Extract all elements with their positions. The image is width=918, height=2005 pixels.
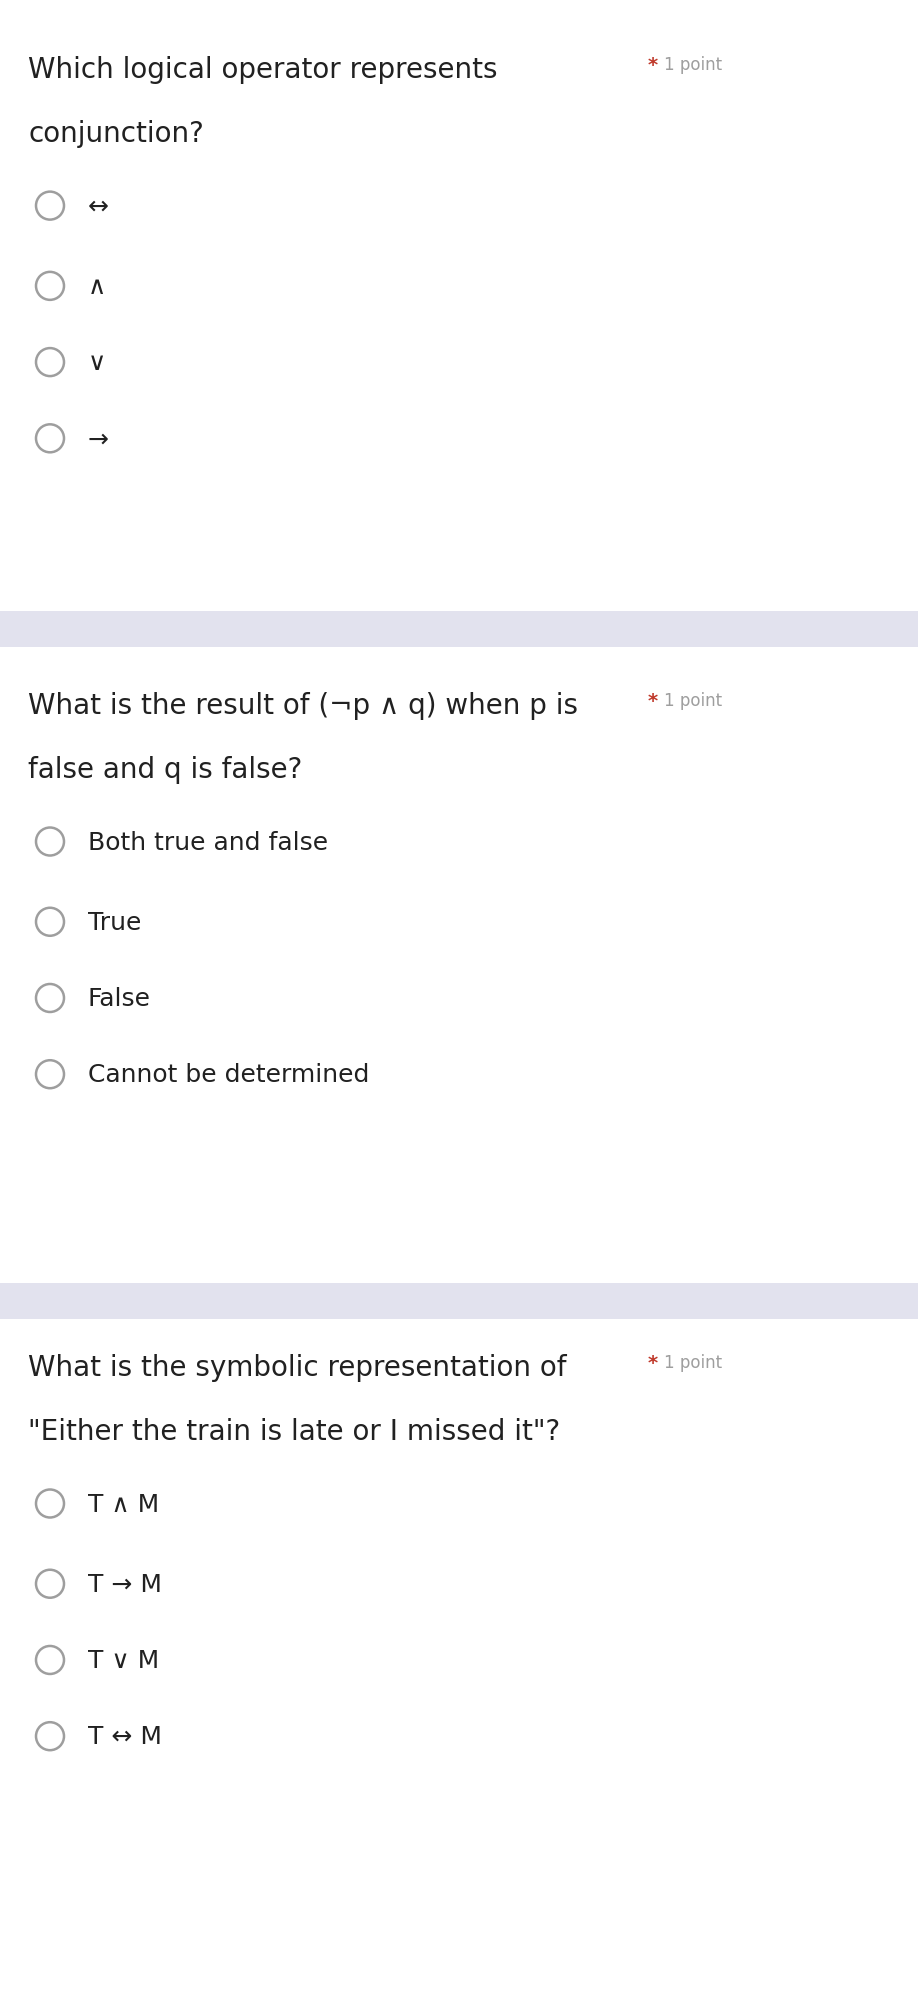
Text: T ↔ M: T ↔ M — [88, 1724, 162, 1748]
Text: False: False — [88, 986, 151, 1011]
Text: True: True — [88, 910, 141, 934]
Text: false and q is false?: false and q is false? — [28, 756, 302, 784]
Text: conjunction?: conjunction? — [28, 120, 204, 148]
Text: 1 point: 1 point — [664, 1353, 722, 1371]
Text: 1 point: 1 point — [664, 56, 722, 74]
Text: ↔: ↔ — [88, 194, 109, 219]
Text: *: * — [648, 1353, 658, 1371]
Text: "Either the train is late or I missed it"?: "Either the train is late or I missed it… — [28, 1418, 560, 1446]
Text: What is the symbolic representation of: What is the symbolic representation of — [28, 1353, 566, 1381]
Text: Which logical operator represents: Which logical operator represents — [28, 56, 498, 84]
Bar — [0, 612, 918, 648]
Text: Cannot be determined: Cannot be determined — [88, 1063, 369, 1087]
Text: T ∧ M: T ∧ M — [88, 1492, 159, 1516]
Text: ∨: ∨ — [88, 351, 106, 375]
Text: T ∨ M: T ∨ M — [88, 1648, 159, 1672]
Text: What is the result of (¬p ∧ q) when p is: What is the result of (¬p ∧ q) when p is — [28, 692, 578, 720]
Text: 1 point: 1 point — [664, 692, 722, 710]
Text: Both true and false: Both true and false — [88, 830, 328, 854]
Text: *: * — [648, 56, 658, 74]
Text: ∧: ∧ — [88, 275, 106, 299]
Text: *: * — [648, 692, 658, 710]
Text: →: → — [88, 427, 109, 451]
Text: T → M: T → M — [88, 1572, 162, 1596]
Bar — [0, 1283, 918, 1319]
